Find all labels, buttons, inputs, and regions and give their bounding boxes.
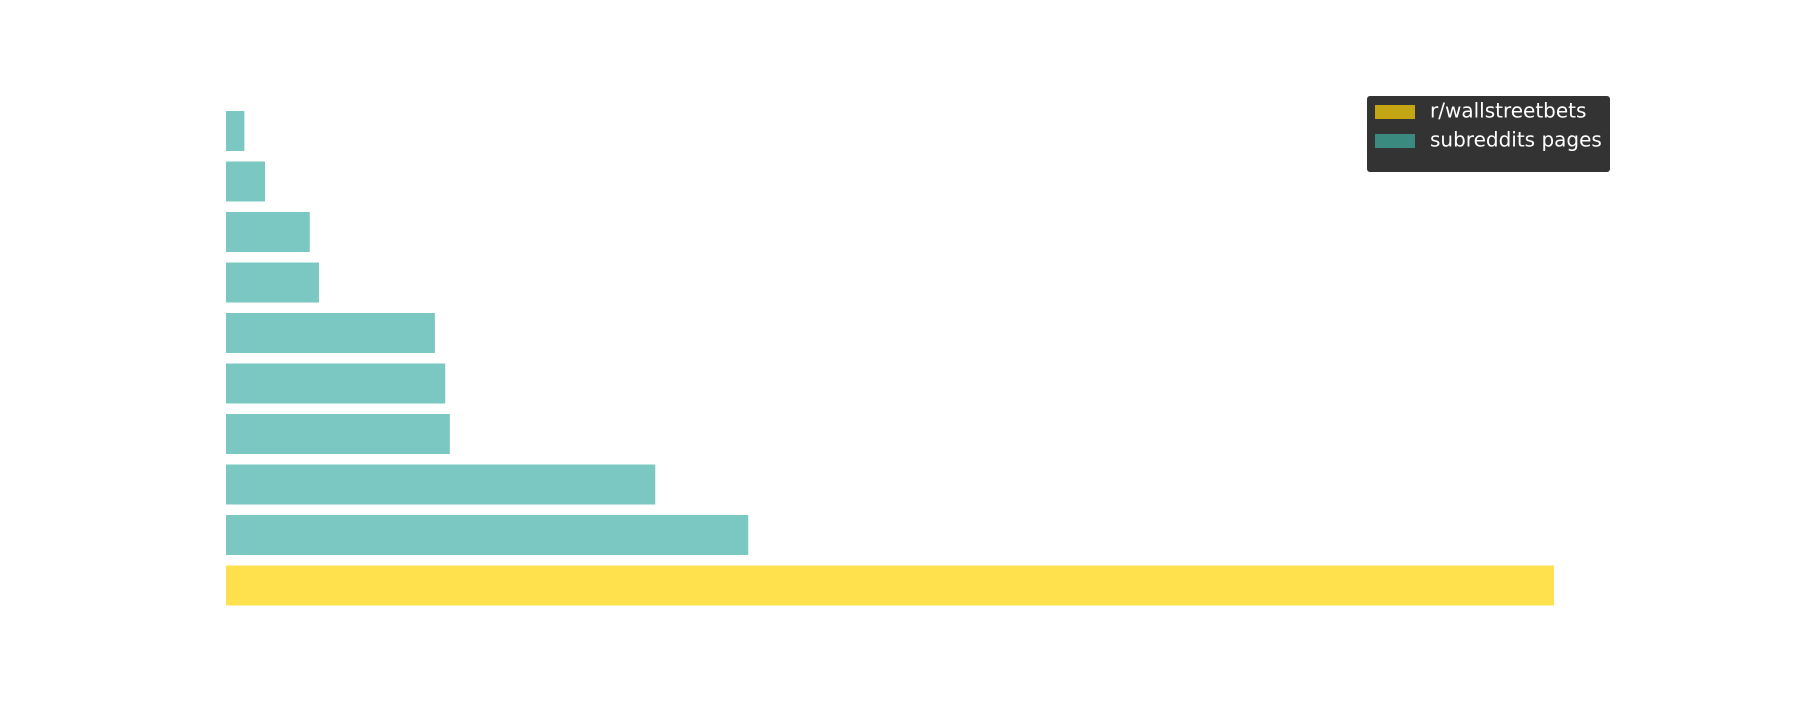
- bar: [226, 464, 656, 505]
- legend-label: r/wallstreetbets: [1430, 99, 1586, 123]
- bar: [226, 363, 446, 404]
- bar: [226, 161, 266, 202]
- bar: [226, 414, 450, 454]
- bar: [226, 565, 1554, 606]
- bar: [226, 212, 310, 252]
- legend-label: subreddits pages: [1430, 128, 1602, 152]
- legend-box: [1367, 96, 1610, 172]
- bar: [226, 313, 435, 353]
- legend-swatch: [1375, 134, 1415, 148]
- bar: [226, 262, 319, 303]
- bar: [226, 111, 245, 151]
- legend-swatch: [1375, 105, 1415, 119]
- bar: [226, 515, 749, 555]
